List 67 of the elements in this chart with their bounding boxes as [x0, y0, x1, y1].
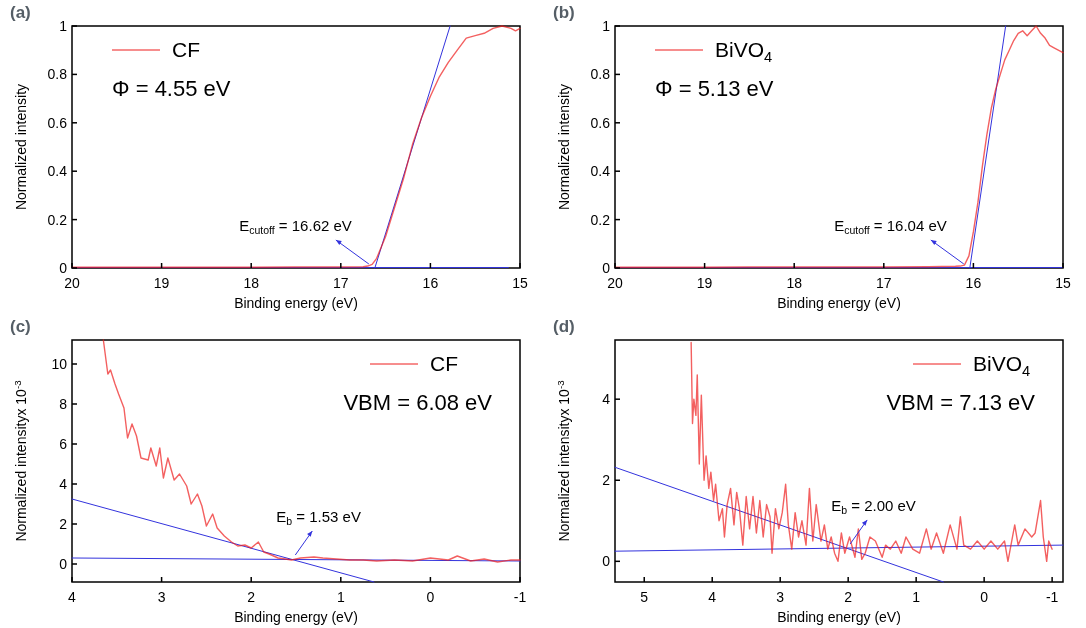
legend-label: CF [430, 352, 458, 376]
x-tick-label: 15 [1055, 275, 1071, 291]
y-tick-label: 0.4 [590, 163, 611, 180]
x-axis-title: Binding energy (eV) [234, 295, 358, 311]
x-tick-label: 2 [844, 589, 853, 605]
y-tick-label: 0 [59, 555, 68, 572]
chart-title: (b) [553, 3, 575, 22]
y-tick-label: 4 [59, 475, 68, 492]
x-tick-label: 20 [64, 275, 80, 291]
x-tick-label: 18 [786, 275, 803, 291]
annotation: Φ = 4.55 eV [112, 76, 231, 101]
legend-label: BiVO$_{4}$ [973, 352, 1031, 379]
x-tick-label: 1 [912, 589, 921, 605]
x-axis-title: Binding energy (eV) [777, 295, 901, 311]
x-tick-label: 5 [640, 589, 649, 605]
x-tick-label: 0 [426, 589, 435, 605]
y-axis-title: Normalized intensity [556, 83, 572, 211]
x-axis-title: Binding energy (eV) [777, 609, 901, 625]
y-tick-label: 0.2 [47, 211, 68, 228]
x-tick-label: 17 [333, 275, 349, 291]
annotation: E$_{b}$ = 2.00 eV [831, 496, 916, 517]
legend-label: CF [172, 38, 200, 62]
y-tick-label: 0.4 [47, 163, 68, 180]
y-tick-label: 10 [51, 355, 68, 372]
y-tick-label: 2 [602, 472, 611, 489]
annotation: VBM = 7.13 eV [886, 390, 1036, 415]
x-tick-label: 0 [980, 589, 989, 605]
chart-title: (a) [10, 3, 31, 22]
legend-label: BiVO$_{4}$ [715, 38, 773, 65]
y-tick-label: 0.6 [590, 114, 611, 131]
annotation: E$_{cutoff}$ = 16.62 eV [239, 217, 352, 237]
y-tick-label: 0 [602, 259, 611, 276]
annotation: E$_{b}$ = 1.53 eV [276, 508, 361, 528]
x-tick-label: -1 [513, 589, 527, 605]
y-tick-label: 1 [602, 17, 611, 34]
y-axis-title: Normalized intensity [13, 83, 29, 211]
x-tick-label: 19 [696, 275, 713, 291]
x-tick-label: 20 [607, 275, 623, 291]
y-tick-label: 2 [59, 515, 68, 532]
x-tick-label: 1 [336, 589, 345, 605]
x-tick-label: 15 [512, 275, 528, 291]
chart-title: (c) [10, 317, 31, 336]
y-tick-label: 0 [602, 553, 611, 570]
y-tick-label: 6 [59, 435, 68, 452]
x-tick-label: 4 [708, 589, 717, 605]
x-tick-label: 18 [243, 275, 260, 291]
y-tick-label: 0.2 [590, 211, 611, 228]
y-tick-label: 4 [602, 391, 611, 408]
x-tick-label: 3 [157, 589, 166, 605]
y-tick-label: 0.8 [590, 66, 611, 83]
y-tick-label: 0.8 [47, 66, 68, 83]
x-tick-label: 2 [247, 589, 256, 605]
x-tick-label: 16 [965, 275, 982, 291]
y-tick-label: 0.6 [47, 114, 68, 131]
x-tick-label: 3 [776, 589, 785, 605]
annotation: Φ = 5.13 eV [655, 76, 774, 101]
annotation: E$_{cutoff}$ = 16.04 eV [834, 217, 947, 237]
chart-title: (d) [553, 317, 575, 336]
y-tick-label: 8 [59, 395, 68, 412]
y-tick-label: 0 [59, 259, 68, 276]
x-axis-title: Binding energy (eV) [234, 609, 358, 625]
x-tick-label: 19 [153, 275, 170, 291]
annotation: VBM = 6.08 eV [343, 390, 493, 415]
y-tick-label: 1 [59, 17, 68, 34]
x-tick-label: 17 [876, 275, 892, 291]
x-tick-label: 16 [422, 275, 439, 291]
x-tick-label: -1 [1045, 589, 1059, 605]
